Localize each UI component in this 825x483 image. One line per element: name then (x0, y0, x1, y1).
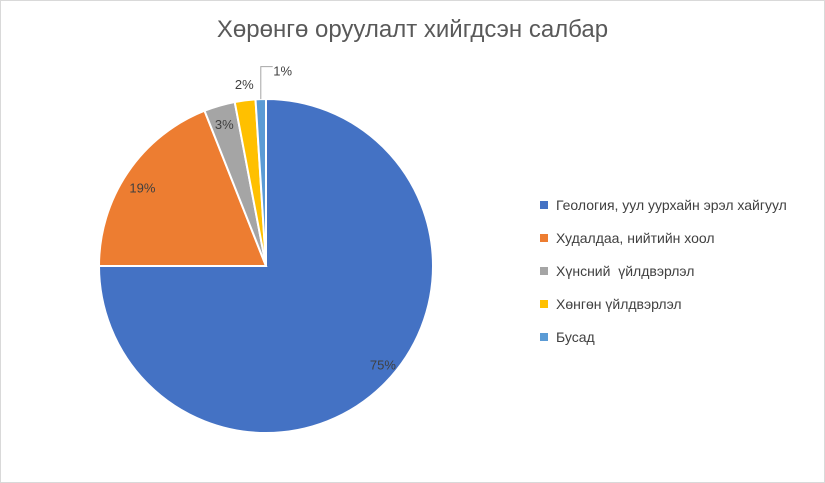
leader-line (260, 66, 273, 100)
pie-slice (97, 109, 268, 267)
legend-item: Худалдаа, нийтийн хоол (540, 221, 787, 254)
legend-swatch (540, 200, 548, 209)
data-label: 1% (273, 64, 292, 79)
legend-label: Геология, уул уурхайн эрэл хайгуул (556, 196, 787, 213)
legend-label: Бусад (556, 328, 595, 345)
legend-label: Хүнсний үйлдвэрлэл (556, 262, 695, 279)
legend-label: Худалдаа, нийтийн хоол (556, 229, 715, 246)
legend-swatch (540, 233, 548, 242)
legend-item: Бусад (540, 320, 787, 353)
data-label: 75% (370, 358, 396, 373)
data-label: 19% (129, 181, 155, 196)
legend-swatch (540, 299, 548, 308)
chart-title: Хөрөнгө оруулалт хийгдсэн салбар (216, 16, 609, 43)
data-label: 2% (235, 77, 254, 92)
legend-item: Хөнгөн үйлдвэрлэл (540, 287, 787, 320)
pie-slice (97, 97, 434, 434)
legend-item: Геология, уул уурхайн эрэл хайгуул (540, 188, 787, 221)
legend-swatch (540, 332, 548, 341)
legend-item: Хүнсний үйлдвэрлэл (540, 254, 787, 287)
legend-label: Хөнгөн үйлдвэрлэл (556, 295, 682, 312)
legend: Геология, уул уурхайн эрэл хайгуул Худалд… (540, 188, 787, 353)
legend-swatch (540, 266, 548, 275)
data-label: 3% (215, 117, 234, 132)
